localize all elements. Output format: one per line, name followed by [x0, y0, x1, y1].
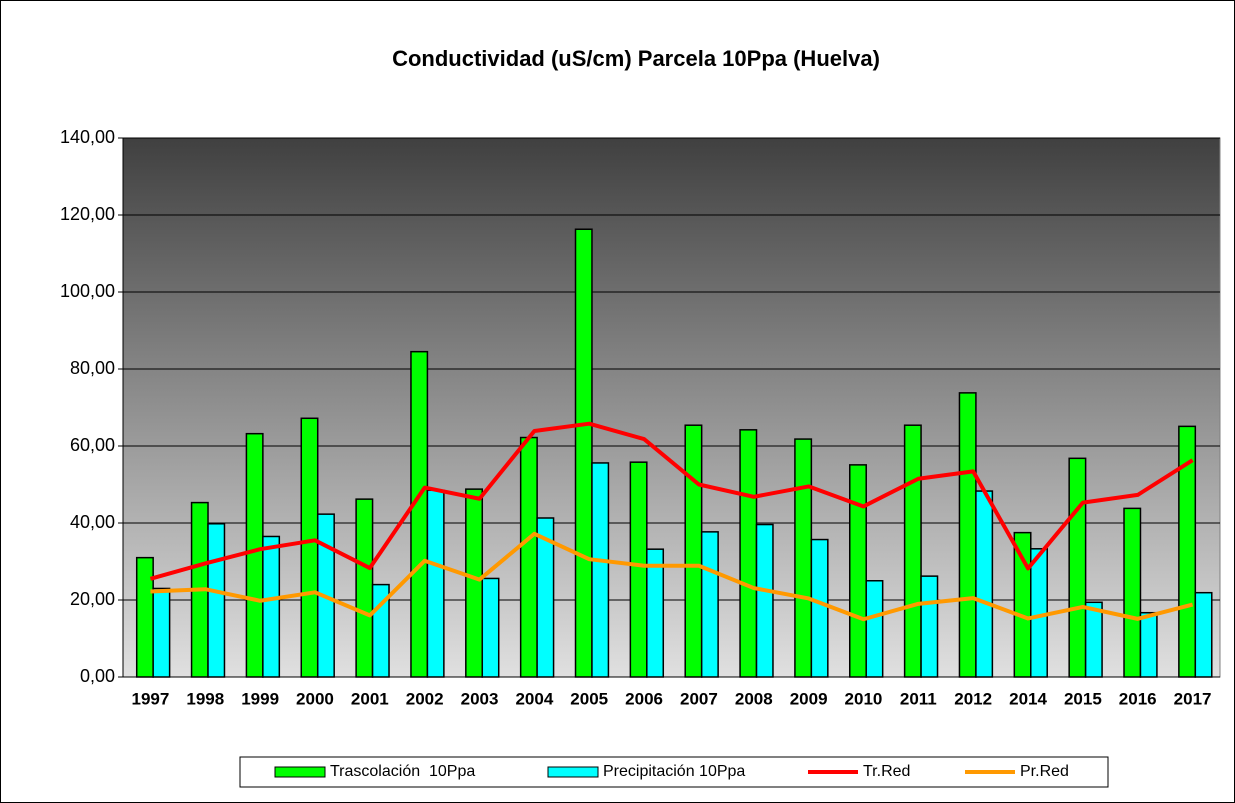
x-tick-label: 1997: [132, 689, 170, 708]
bar: [426, 489, 445, 678]
bar: [410, 350, 429, 678]
x-tick-label: 2008: [735, 689, 773, 708]
bar: [465, 488, 484, 678]
bar: [1013, 531, 1032, 678]
bar: [481, 577, 500, 678]
bar: [739, 429, 758, 678]
bar: [629, 461, 648, 678]
x-tick-label: 1998: [186, 689, 224, 708]
bar: [207, 523, 226, 678]
y-tick-label: 100,00: [60, 281, 115, 301]
bar: [810, 538, 829, 678]
bar: [646, 548, 665, 678]
bar: [519, 436, 538, 678]
y-tick-label: 140,00: [60, 127, 115, 147]
legend-label: Trascolación 10Ppa: [330, 763, 475, 780]
x-tick-label: 2006: [625, 689, 663, 708]
bar: [1194, 591, 1213, 678]
line-series: [150, 531, 1194, 622]
bar: [152, 587, 171, 678]
bar: [975, 490, 994, 678]
y-tick-label: 120,00: [60, 204, 115, 224]
x-tick-label: 2015: [1064, 689, 1102, 708]
legend-label: Pr.Red: [1020, 763, 1069, 780]
bar: [245, 432, 264, 678]
x-tick-label: 2005: [570, 689, 608, 708]
line-series: [149, 421, 1194, 581]
x-tick-label: 2003: [461, 689, 499, 708]
bar: [574, 228, 593, 678]
x-tick-label: 2016: [1119, 689, 1157, 708]
legend-box: [239, 756, 1109, 788]
x-tick-label: 2007: [680, 689, 718, 708]
y-tick-label: 60,00: [70, 435, 115, 455]
bar: [1084, 601, 1103, 678]
legend-label: Precipitación 10Ppa: [603, 763, 745, 780]
bar: [958, 392, 977, 678]
bar: [262, 535, 281, 678]
x-tick-label: 2017: [1174, 689, 1212, 708]
x-tick-label: 2009: [790, 689, 828, 708]
x-tick-label: 2014: [1009, 689, 1047, 708]
bar: [135, 556, 154, 678]
x-tick-label: 2001: [351, 689, 389, 708]
bar: [684, 424, 703, 678]
bar: [1123, 507, 1142, 678]
y-tick-label: 80,00: [70, 358, 115, 378]
legend-label: Tr.Red: [863, 763, 910, 780]
x-tick-label: 2010: [845, 689, 883, 708]
bar: [1139, 611, 1158, 678]
x-tick-label: 2012: [954, 689, 992, 708]
bar: [920, 575, 939, 678]
bar: [755, 523, 774, 678]
bar: [591, 462, 610, 678]
bar: [700, 531, 719, 678]
bar: [300, 417, 319, 678]
bar: [865, 580, 884, 678]
x-tick-label: 2002: [406, 689, 444, 708]
bar: [1178, 425, 1197, 678]
y-tick-label: 0,00: [80, 666, 115, 686]
x-tick-label: 2004: [515, 689, 553, 708]
y-tick-label: 40,00: [70, 512, 115, 532]
x-tick-label: 1999: [241, 689, 279, 708]
legend-swatch: [274, 766, 326, 778]
bar: [794, 438, 813, 678]
bar: [1068, 457, 1087, 678]
bar: [903, 424, 922, 678]
bar: [536, 517, 555, 678]
y-tick-label: 20,00: [70, 589, 115, 609]
x-tick-label: 2000: [296, 689, 334, 708]
chart-title: Conductividad (uS/cm) Parcela 10Ppa (Hue…: [392, 46, 880, 71]
bar: [355, 498, 374, 678]
bar: [1030, 548, 1048, 678]
x-tick-label: 2011: [900, 689, 937, 708]
bar: [849, 464, 867, 678]
legend-swatch: [547, 766, 599, 778]
